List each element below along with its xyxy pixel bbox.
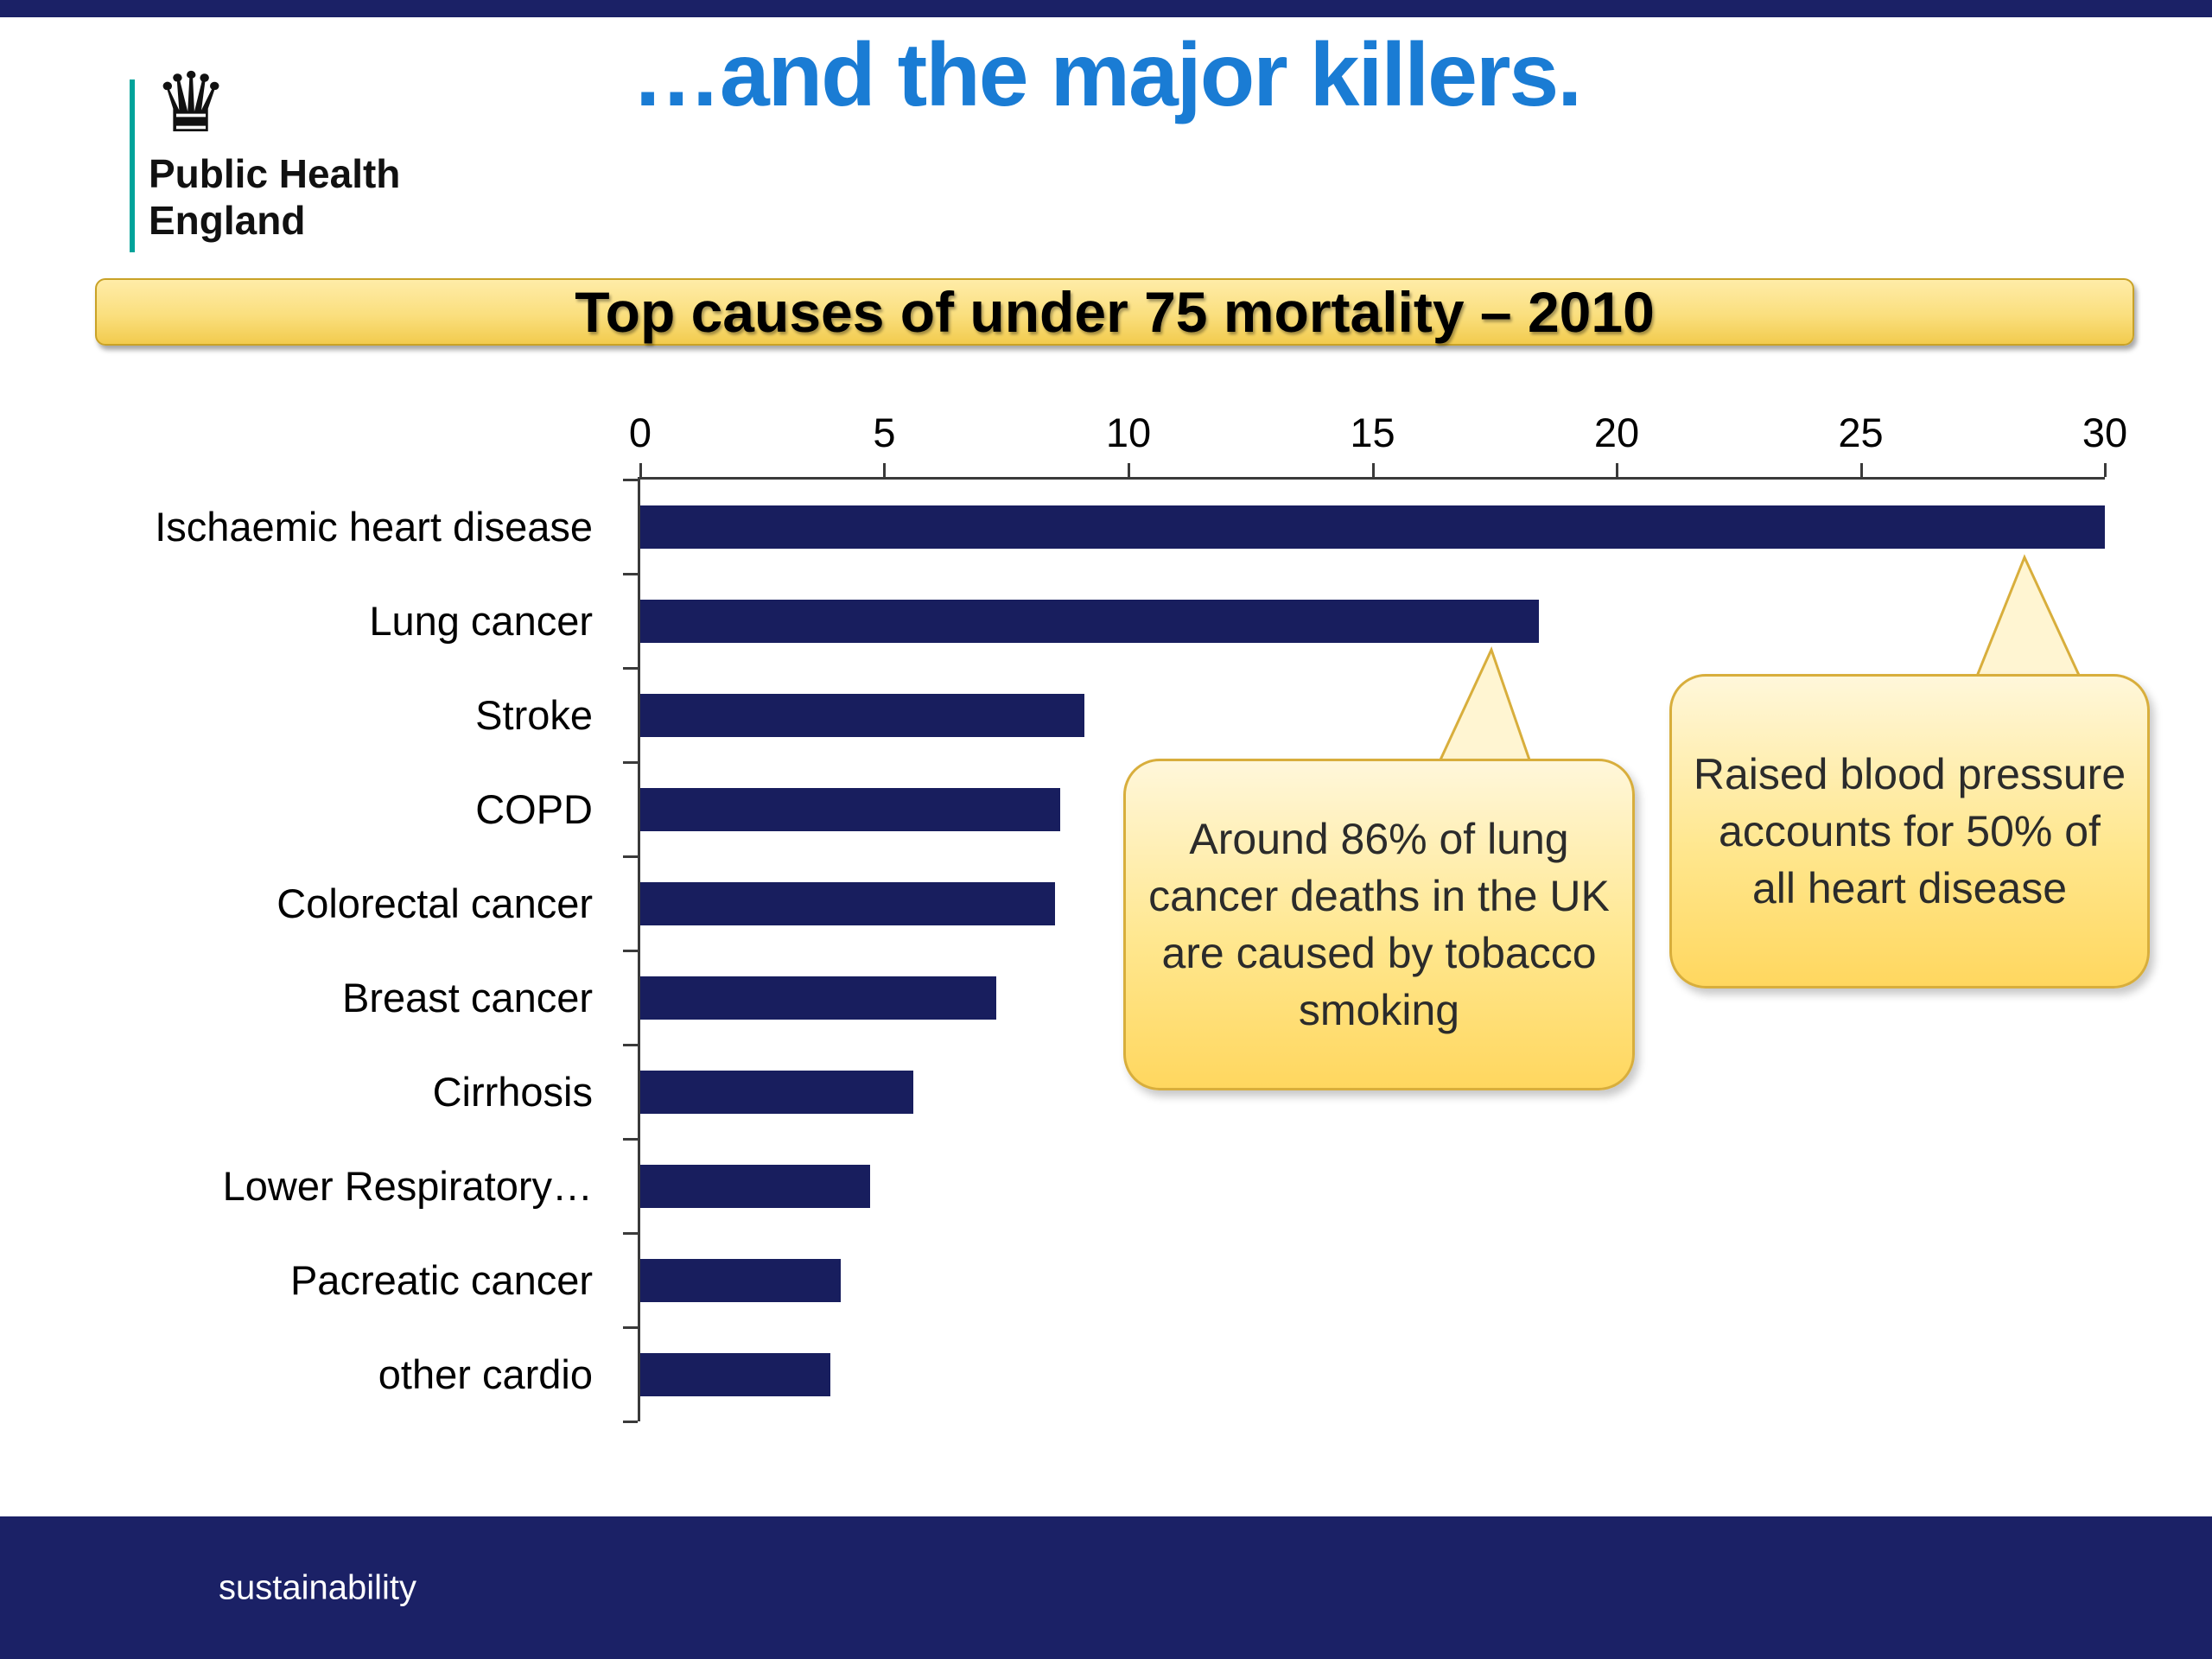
y-axis-tick <box>623 1326 638 1329</box>
x-axis-tick-label: 15 <box>1350 410 1395 455</box>
x-axis-tick <box>1859 463 1863 477</box>
x-axis-tick <box>1371 463 1375 477</box>
chart-title: Top causes of under 75 mortality – 2010 <box>575 280 1655 344</box>
category-label: COPD <box>475 786 593 832</box>
crown-icon: ♛ <box>154 57 229 149</box>
value-bar <box>640 693 1085 737</box>
y-axis-tick <box>623 761 638 764</box>
x-axis-tick-label: 10 <box>1105 410 1152 455</box>
x-axis-tick-label: 30 <box>2082 410 2128 455</box>
footer-bar: sustainability <box>0 1516 2212 1659</box>
x-axis-tick <box>639 463 642 477</box>
phe-logo-line2: England <box>149 198 306 244</box>
x-axis-tick-label: 5 <box>873 410 896 455</box>
x-axis-tick-label: 0 <box>628 410 652 455</box>
footer-text: sustainability <box>219 1568 417 1606</box>
value-bar <box>640 1258 841 1302</box>
top-accent-strip <box>0 0 2212 17</box>
y-axis-tick <box>623 855 638 858</box>
value-bar <box>640 505 2105 549</box>
x-axis-tick-label: 20 <box>1593 410 1640 455</box>
category-label: Pacreatic cancer <box>289 1257 593 1303</box>
x-axis-tick-label: 25 <box>1838 410 1884 455</box>
chart-row <box>640 480 2105 574</box>
category-labels: Ischaemic heart disease Lung cancer Stroke… <box>0 480 605 1421</box>
phe-logo: ♛ Public Health England <box>130 57 400 252</box>
callout-lung-cancer: Around 86% of lung cancer deaths in the … <box>1123 759 1635 1090</box>
chart-title-banner: Top causes of under 75 mortality – 2010 <box>95 278 2134 346</box>
category-label: Lower Respiratory… <box>222 1163 593 1209</box>
value-bar <box>640 599 1539 643</box>
value-bar <box>640 976 997 1020</box>
category-label: Colorectal cancer <box>276 880 593 926</box>
phe-logo-text: Public Health England <box>149 150 400 245</box>
callout-blood-pressure-text: Raised blood pressure accounts for 50% o… <box>1693 750 2126 912</box>
y-axis-tick <box>623 479 638 481</box>
callout-pointer-bp-icon <box>1973 554 2084 683</box>
y-axis-tick <box>623 950 638 952</box>
bar-chart-plot: 0 5 10 15 20 25 30 <box>623 410 2127 1423</box>
y-axis-tick <box>623 1232 638 1235</box>
x-axis-tick <box>883 463 887 477</box>
category-label: Cirrhosis <box>432 1069 593 1115</box>
y-axis-tick <box>623 667 638 670</box>
category-label: Ischaemic heart disease <box>155 504 593 550</box>
y-axis-tick <box>623 1044 638 1046</box>
phe-logo-line1: Public Health <box>149 151 401 196</box>
value-bar <box>640 1164 870 1208</box>
x-axis-tick <box>2104 463 2107 477</box>
value-bar <box>640 1352 831 1396</box>
chart-rows <box>640 480 2105 1421</box>
y-axis-tick <box>623 573 638 575</box>
logo-teal-rule-icon <box>130 79 135 252</box>
x-axis-tick <box>1127 463 1130 477</box>
category-label: Lung cancer <box>369 598 593 644</box>
chart-row <box>640 668 2105 762</box>
value-bar <box>640 1070 914 1114</box>
callout-pointer-lung-icon <box>1435 646 1534 767</box>
value-bar <box>640 881 1056 925</box>
chart-row <box>640 1139 2105 1233</box>
chart-row <box>640 950 2105 1045</box>
y-axis-tick <box>623 1138 638 1141</box>
slide-title: …and the major killers. <box>631 25 1582 125</box>
callout-blood-pressure: Raised blood pressure accounts for 50% o… <box>1669 674 2150 988</box>
value-bar <box>640 787 1060 831</box>
category-label: Breast cancer <box>342 975 593 1020</box>
chart-row <box>640 1327 2105 1421</box>
category-label: Stroke <box>475 692 593 738</box>
chart-row <box>640 574 2105 668</box>
chart-row <box>640 1045 2105 1139</box>
chart-row <box>640 1233 2105 1327</box>
chart-row <box>640 856 2105 950</box>
chart-row <box>640 762 2105 856</box>
category-label: other cardio <box>378 1351 593 1397</box>
x-axis-tick <box>1615 463 1618 477</box>
callout-lung-cancer-text: Around 86% of lung cancer deaths in the … <box>1148 815 1610 1034</box>
y-axis-tick <box>623 1421 638 1423</box>
